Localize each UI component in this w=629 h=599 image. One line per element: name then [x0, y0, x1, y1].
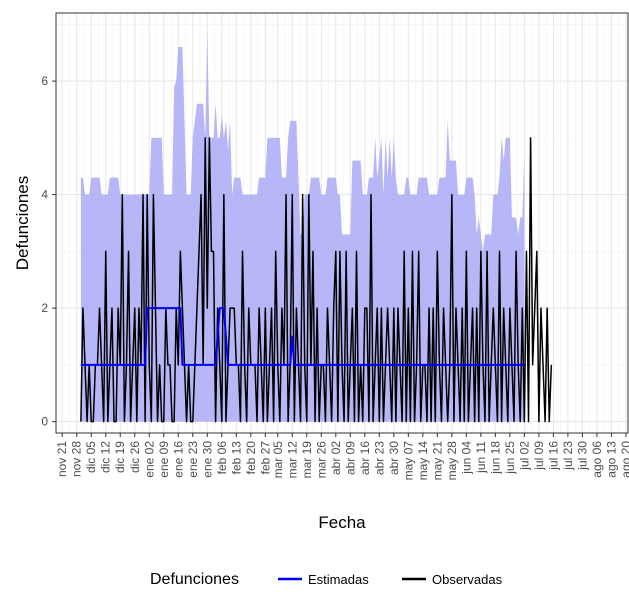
x-tick-label: may 07 — [401, 441, 415, 481]
x-tick-label: jun 04 — [459, 441, 473, 475]
x-tick-label: dic 19 — [113, 441, 127, 473]
x-tick-label: nov 21 — [55, 441, 69, 477]
x-tick-label: jun 11 — [474, 441, 488, 474]
plot-border — [55, 12, 629, 434]
series-lines — [80, 137, 553, 423]
legend-title: Defunciones — [150, 571, 239, 588]
x-tick-label: jun 18 — [488, 441, 502, 475]
x-tick-label: may 21 — [430, 441, 444, 481]
x-tick-label: feb 20 — [244, 441, 258, 475]
x-tick-label: ene 16 — [171, 441, 185, 478]
x-tick-label: jul 02 — [517, 441, 531, 471]
y-tick-label: 6 — [41, 74, 48, 88]
x-axis: nov 21 nov 28 dic 05 dic 12 dic 19 dic 26 ene … — [55, 433, 629, 480]
x-tick-label: abr 30 — [387, 441, 401, 475]
x-tick-label: abr 16 — [358, 441, 372, 475]
y-axis: 0 2 4 6 — [41, 74, 56, 429]
x-tick-label: may 14 — [416, 441, 430, 481]
x-tick-label: abr 02 — [329, 441, 343, 475]
x-tick-label: jun 25 — [503, 441, 517, 475]
x-tick-label: jul 09 — [532, 441, 546, 471]
x-tick-label: jul 23 — [561, 441, 575, 471]
x-tick-label: ene 02 — [142, 441, 156, 478]
x-tick-label: ago 20 — [619, 441, 629, 478]
x-axis-title: Fecha — [318, 513, 366, 532]
x-tick-label: may 28 — [445, 441, 459, 481]
y-tick-label: 0 — [41, 415, 48, 429]
x-tick-label: ene 30 — [200, 441, 214, 478]
x-tick-label: abr 23 — [372, 441, 386, 475]
x-tick-label: feb 13 — [229, 441, 243, 475]
x-tick-label: feb 27 — [258, 441, 272, 475]
x-tick-label: ene 09 — [157, 441, 171, 478]
x-tick-label: ago 13 — [604, 441, 618, 478]
y-tick-label: 4 — [41, 188, 48, 202]
legend-label-observadas: Observadas — [432, 572, 503, 587]
x-tick-label: feb 06 — [215, 441, 229, 475]
x-tick-label: jul 16 — [546, 441, 560, 471]
x-tick-label: abr 09 — [343, 441, 357, 475]
legend-label-estimadas: Estimadas — [308, 572, 369, 587]
legend: Defunciones Estimadas Observadas — [150, 571, 503, 588]
series-line-estimadas — [80, 307, 525, 366]
x-tick-label: dic 12 — [99, 441, 113, 473]
x-tick-label: ene 23 — [186, 441, 200, 478]
x-tick-label: dic 26 — [128, 441, 142, 473]
x-tick-label: nov 28 — [70, 441, 84, 477]
y-tick-label: 2 — [41, 301, 48, 315]
y-axis-title: Defunciones — [13, 176, 32, 271]
x-tick-label: mar 19 — [300, 441, 314, 479]
x-tick-label: jul 30 — [575, 441, 589, 471]
x-tick-label: mar 26 — [314, 441, 328, 479]
x-tick-label: mar 12 — [285, 441, 299, 479]
x-tick-label: dic 05 — [84, 441, 98, 473]
x-tick-label: ago 06 — [590, 441, 604, 478]
x-tick-label: mar 05 — [271, 441, 285, 479]
